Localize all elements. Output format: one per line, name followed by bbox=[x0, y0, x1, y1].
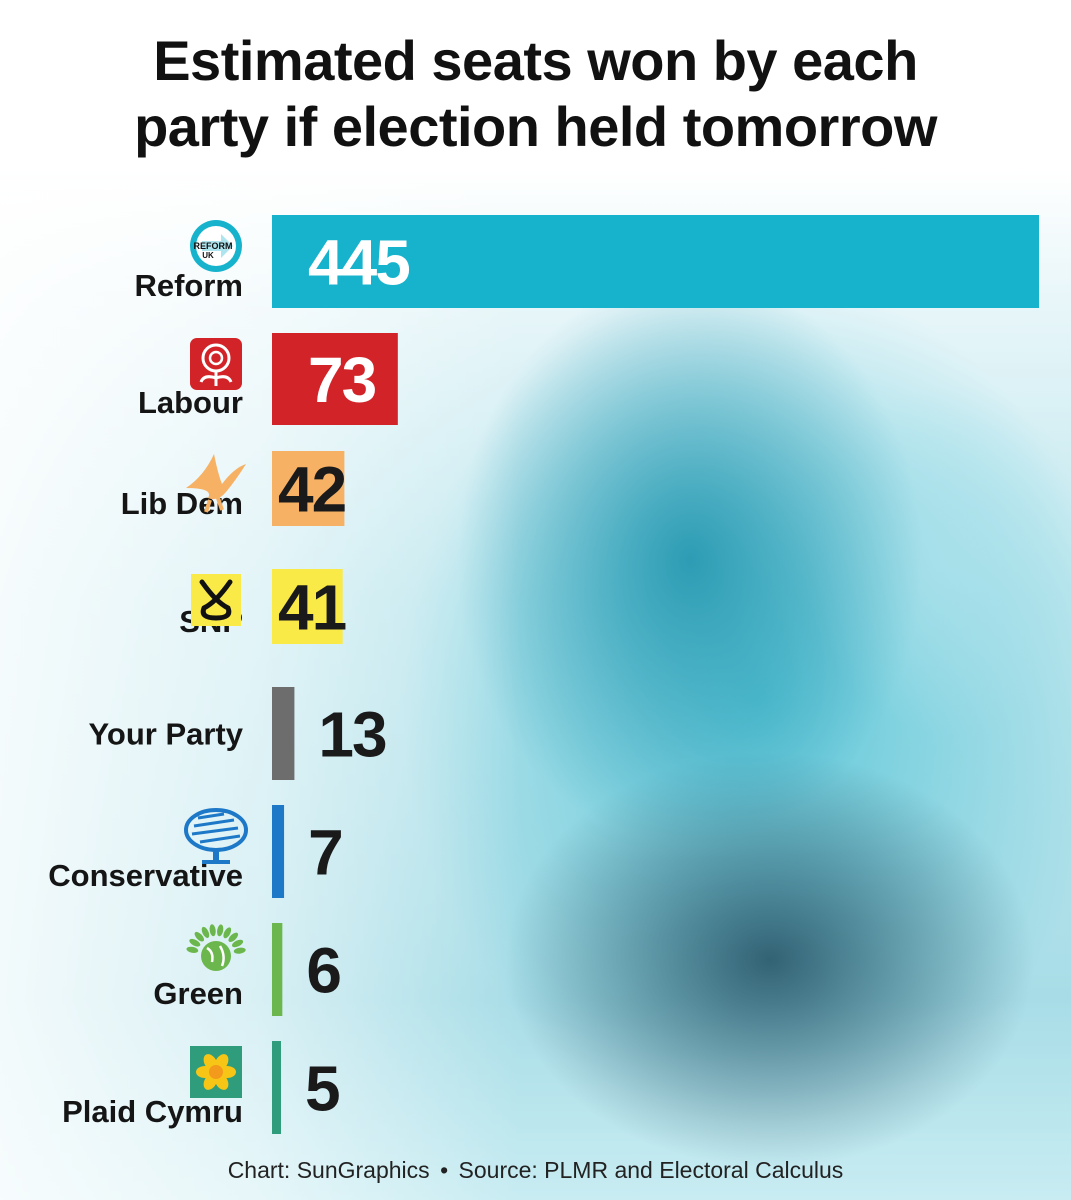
snp-knot-icon bbox=[191, 574, 241, 626]
title-line-2: party if election held tomorrow bbox=[134, 95, 937, 158]
value-label-your-party: 13 bbox=[318, 699, 386, 771]
libdem-bird-icon bbox=[186, 454, 246, 513]
labour-rose-icon bbox=[190, 338, 242, 390]
bar-row-snp: 41SNP bbox=[179, 569, 348, 644]
bar-reform bbox=[272, 215, 1039, 308]
green-globe-icon bbox=[186, 924, 246, 971]
bar-row-plaid-cymru: 5 Plaid Cymru bbox=[62, 1041, 341, 1134]
credit-chart: Chart: SunGraphics bbox=[227, 1157, 430, 1183]
value-label-green: 6 bbox=[306, 935, 340, 1007]
value-label-conservative: 7 bbox=[308, 817, 342, 889]
value-label-snp: 41 bbox=[278, 572, 346, 644]
bar-lib-dem bbox=[272, 451, 345, 526]
value-label-reform: 445 bbox=[308, 227, 409, 299]
category-label-green: Green bbox=[153, 976, 243, 1011]
category-label-plaid-cymru: Plaid Cymru bbox=[62, 1094, 243, 1129]
credit-line: Chart: SunGraphics • Source: PLMR and El… bbox=[0, 1157, 1071, 1184]
category-label-labour: Labour bbox=[138, 385, 243, 420]
value-label-labour: 73 bbox=[308, 344, 376, 416]
bar-row-green: 6 Green bbox=[153, 923, 342, 1016]
bar-your-party bbox=[272, 687, 295, 780]
bar-row-your-party: 13 Your Party bbox=[89, 687, 388, 780]
value-label-lib-dem: 42 bbox=[278, 454, 346, 526]
bar-green bbox=[272, 923, 283, 1016]
credit-separator: • bbox=[440, 1157, 449, 1183]
value-label-plaid-cymru: 5 bbox=[305, 1053, 339, 1125]
reform-logo-text: REFORM bbox=[194, 241, 233, 251]
bar-plaid-cymru bbox=[272, 1041, 281, 1134]
bar-row-labour: 73 Labour bbox=[138, 333, 398, 425]
background-fade bbox=[0, 180, 520, 1200]
title-line-1: Estimated seats won by each bbox=[153, 29, 918, 92]
chart-title: Estimated seats won by each party if ele… bbox=[0, 28, 1071, 160]
reform-logo-sub: UK bbox=[202, 251, 214, 260]
category-label-your-party: Your Party bbox=[89, 717, 244, 752]
bar-snp bbox=[272, 569, 343, 644]
conservative-tree-icon bbox=[184, 808, 248, 864]
plaid-poppy-icon bbox=[190, 1046, 242, 1098]
credit-source: Source: PLMR and Electoral Calculus bbox=[458, 1157, 844, 1183]
bar-labour bbox=[272, 333, 398, 425]
bar-conservative bbox=[272, 805, 285, 898]
category-label-reform: Reform bbox=[134, 268, 243, 303]
